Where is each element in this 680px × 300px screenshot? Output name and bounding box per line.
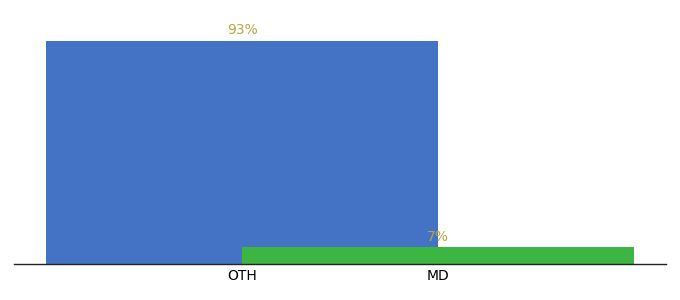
Bar: [46, 41, 438, 264]
Bar: [242, 247, 634, 264]
Text: 93%: 93%: [226, 23, 258, 37]
Text: 7%: 7%: [427, 230, 449, 244]
